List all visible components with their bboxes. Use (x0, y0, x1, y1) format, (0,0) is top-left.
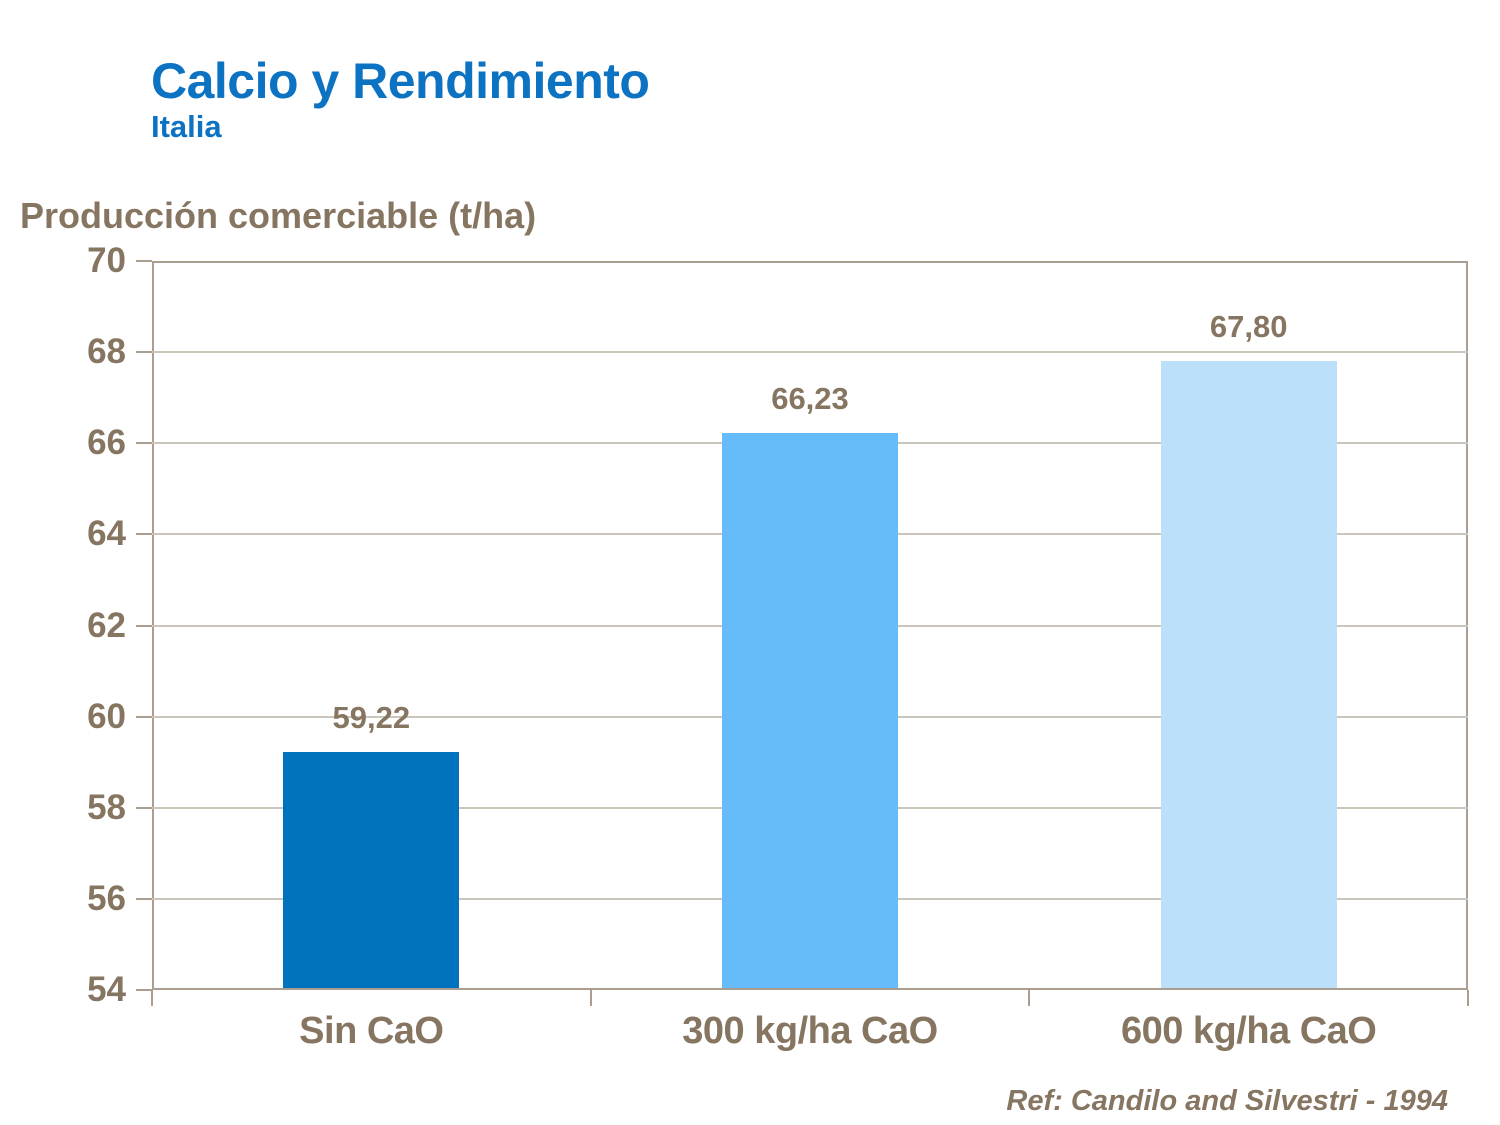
y-axis-tick-mark (136, 533, 152, 536)
y-axis-tick-label: 54 (87, 970, 126, 1009)
y-axis-tick-mark (136, 442, 152, 445)
y-axis-tick-label: 66 (87, 423, 126, 463)
page-title: Calcio y Rendimiento (151, 53, 650, 109)
y-axis-tick-mark (136, 806, 152, 809)
x-axis-tick-mark (151, 990, 153, 1006)
reference-citation: Ref: Candilo and Silvestri - 1994 (1006, 1085, 1448, 1117)
bar-value-label: 66,23 (771, 380, 849, 416)
gridline (152, 351, 1468, 354)
y-axis-tick-label: 56 (87, 878, 126, 918)
y-axis-tick-label: 58 (87, 787, 126, 827)
bar-2 (722, 432, 898, 988)
x-axis-tick-mark (1467, 990, 1469, 1006)
y-axis-tick-mark (136, 624, 152, 627)
y-axis-tick-label: 70 (87, 241, 126, 280)
x-axis-category-label: 600 kg/ha CaO (1120, 1010, 1377, 1052)
x-axis-tick-mark (1028, 990, 1031, 1006)
bar-1 (283, 752, 460, 988)
y-axis-tick-mark (136, 897, 152, 900)
y-axis-title: Producción comerciable (t/ha) (20, 195, 537, 236)
y-axis-tick-mark (136, 260, 152, 262)
bar-value-label: 67,80 (1209, 309, 1288, 345)
page-subtitle: Italia (151, 109, 222, 144)
x-axis-category-label: Sin CaO (299, 1010, 444, 1052)
y-axis-tick-label: 64 (87, 514, 126, 554)
y-axis-tick-mark (136, 715, 152, 718)
y-axis-tick-label: 68 (87, 332, 126, 372)
y-axis-tick-mark (136, 351, 152, 354)
y-axis-tick-label: 60 (87, 696, 126, 736)
x-axis-category-label: 300 kg/ha CaO (682, 1010, 938, 1052)
bar-value-label: 59,22 (332, 700, 411, 736)
y-axis-tick-label: 62 (87, 605, 126, 645)
x-axis-tick-mark (589, 990, 592, 1006)
y-axis-tick-mark (136, 989, 152, 991)
bar-3 (1160, 361, 1337, 988)
